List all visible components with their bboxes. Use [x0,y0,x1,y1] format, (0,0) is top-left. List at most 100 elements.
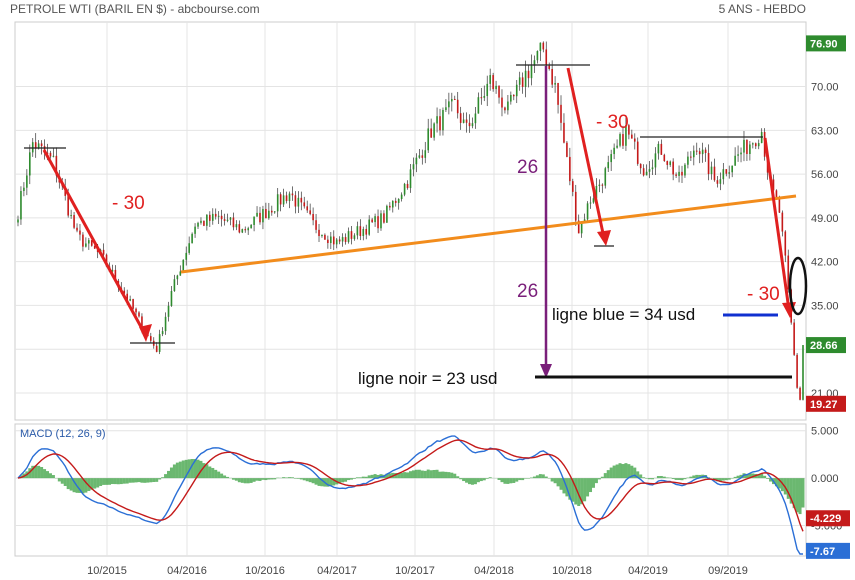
macd-hist-bar [311,478,315,484]
candle-body [200,220,202,223]
candle-body [648,169,651,172]
candle-body [315,220,317,230]
candle-body [40,143,43,147]
candle-body [362,228,365,236]
price-tick-label: 35.00 [811,300,839,312]
candle-body [268,210,270,219]
candle-body [501,97,503,108]
macd-hist-bar [645,478,649,479]
macd-hist-bar [152,478,156,483]
macd-hist-bar [367,475,371,479]
macd-hist-bar [423,470,427,479]
candle-body [391,200,394,208]
candle-body [350,231,353,239]
macd-hist-bar [358,477,362,479]
macd-hist-bar [217,471,221,479]
macd-hist-bar [739,474,743,479]
macd-hist-bar [618,463,622,479]
macd-hist-bar [535,475,539,479]
candle-body [645,171,648,176]
macd-hist-bar [376,474,380,479]
macd-hist-bar [553,478,557,484]
macd-hist-bar [172,464,176,479]
candle-body [725,169,728,174]
macd-hist-bar [43,469,47,479]
x-tick-label: 10/2016 [245,565,285,577]
macd-hist-bar [630,465,634,479]
macd-hist-bar [559,478,563,490]
candle-body [651,167,654,170]
candle-body [220,215,223,220]
macd-hist-bar [128,478,132,483]
macd-panel [14,423,807,557]
macd-hist-bar [512,478,516,483]
macd-hist-bar [476,478,480,483]
candle-body [604,168,607,186]
candle-body [400,194,403,199]
macd-hist-bar [432,469,436,479]
macd-hist-bar [40,466,44,479]
macd-hist-bar [205,464,209,479]
macd-hist-bar [314,478,318,485]
macd-hist-bar [175,462,179,479]
candle-body [427,128,430,151]
candle-body [542,42,545,50]
candle-body [214,213,217,217]
candle-body [306,206,309,211]
macd-hist-bar [388,473,392,479]
candle-body [238,224,241,233]
x-tick-label: 10/2017 [395,565,435,577]
macd-hist-bar [347,478,351,481]
macd-hist-bar [529,477,533,479]
candle-body [580,221,583,234]
candle-body [55,155,58,176]
macd-hist-bar [659,475,663,479]
candle-body [772,179,775,191]
macd-hist-bar [60,478,64,484]
decline-arrow-1 [42,149,148,337]
macd-hist-bar [550,478,554,482]
candle-body [123,290,126,294]
candle-body [754,143,757,147]
candle-body [335,239,338,245]
macd-hist-bar [28,468,32,479]
macd-hist-bar [500,478,504,483]
candle-body [781,212,784,232]
candle-body [433,123,435,138]
candle-body [557,82,559,105]
macd-hist-bar [766,478,770,479]
candle-body [88,240,90,244]
macd-hist-bar [656,476,660,479]
candle-body [412,164,415,170]
macd-hist-bar [90,478,94,490]
macd-hist-bar [792,478,796,509]
candle-body [421,155,424,158]
candle-body [161,331,164,335]
x-tick-label: 04/2017 [317,565,357,577]
macd-hist-bar [612,465,616,479]
candle-body [746,139,748,154]
macd-hist-bar [237,478,241,483]
macd-hist-bar [299,478,303,480]
signal-line [17,439,804,532]
decline-label-3: - 30 [747,284,780,305]
macd-hist-bar [674,478,678,480]
price-badge-label: 19.27 [810,399,838,411]
candle-body [276,194,279,212]
macd-hist-bar [134,478,138,483]
candle-body [515,84,518,97]
macd-hist-bar [485,478,489,479]
candle-body [757,143,760,147]
macd-hist-bar [798,478,802,515]
macd-hist-bar [409,471,412,479]
candle-body [448,101,450,108]
candle-body [49,152,52,157]
macd-hist-bar [538,474,542,479]
macd-hist-bar [571,478,575,502]
macd-hist-bar [344,478,348,482]
price-badges: 76.90 28.66 19.27 [806,35,846,412]
purple-label-2: 26 [517,281,538,302]
support-trendline [180,194,797,274]
macd-hist-bar [161,477,165,479]
